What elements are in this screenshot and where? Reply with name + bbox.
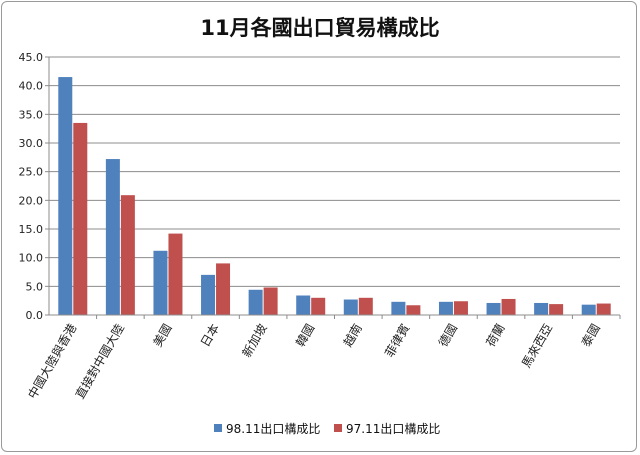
bar-series-2 (358, 297, 373, 315)
category-label: 荷蘭 (484, 321, 508, 349)
legend: 98.11出口構成比 97.11出口構成比 (214, 422, 440, 436)
y-tick-label: 20.0 (19, 194, 44, 207)
bar-series-2 (168, 233, 183, 315)
category-label: 美國 (150, 322, 174, 350)
bar-series-2 (453, 301, 468, 315)
y-tick-label: 25.0 (19, 166, 44, 179)
bars (58, 77, 611, 315)
bar-series-2 (596, 303, 611, 315)
bar-series-1 (438, 301, 453, 315)
bar-series-1 (58, 77, 73, 315)
category-label: 越南 (340, 321, 365, 349)
bar-series-2 (549, 304, 564, 315)
bar-series-1 (534, 302, 549, 315)
y-tick-label: 30.0 (19, 137, 44, 150)
bar-series-1 (486, 302, 501, 315)
category-label: 新加坡 (239, 321, 270, 360)
bar-series-1 (581, 304, 596, 315)
y-tick-label: 10.0 (19, 252, 44, 265)
bar-series-1 (105, 159, 120, 315)
chart-title: 11月各國出口貿易構成比 (200, 16, 439, 40)
legend-label: 97.11出口構成比 (346, 422, 440, 436)
category-label: 馬來西亞 (519, 322, 555, 371)
y-tick-label: 45.0 (19, 51, 44, 64)
y-tick-label: 0.0 (26, 309, 44, 322)
bar-series-2 (501, 298, 516, 315)
bar-series-1 (391, 301, 406, 315)
y-tick-label: 15.0 (19, 223, 44, 236)
bar-series-1 (201, 274, 216, 315)
category-label: 菲律賓 (381, 321, 412, 360)
legend-swatch (334, 424, 342, 432)
bar-series-1 (248, 289, 263, 315)
category-label: 直接對中國大陸 (72, 321, 127, 401)
category-label: 泰國 (579, 322, 603, 350)
bar-series-2 (311, 297, 326, 315)
y-axis-ticks: 0.0 5.0 10.0 15.0 20.0 25.0 30.0 35.0 40.0 45.0 (19, 51, 49, 322)
y-tick-label: 5.0 (26, 280, 44, 293)
y-tick-label: 40.0 (19, 80, 44, 93)
bar-series-1 (343, 299, 358, 315)
category-label: 中國大陸與香港 (24, 321, 79, 401)
bar-series-2 (73, 122, 88, 315)
bar-series-2 (120, 195, 135, 315)
category-label: 德國 (435, 321, 460, 349)
y-tick-label: 35.0 (19, 108, 44, 121)
bar-series-2 (406, 305, 421, 315)
bar-series-2 (263, 287, 278, 315)
bar-series-1 (153, 250, 168, 315)
category-label: 韓國 (293, 322, 317, 350)
category-label: 日本 (198, 322, 222, 350)
legend-label: 98.11出口構成比 (226, 422, 320, 436)
bar-series-2 (216, 263, 231, 315)
legend-swatch (214, 424, 222, 432)
bar-series-1 (296, 295, 311, 315)
